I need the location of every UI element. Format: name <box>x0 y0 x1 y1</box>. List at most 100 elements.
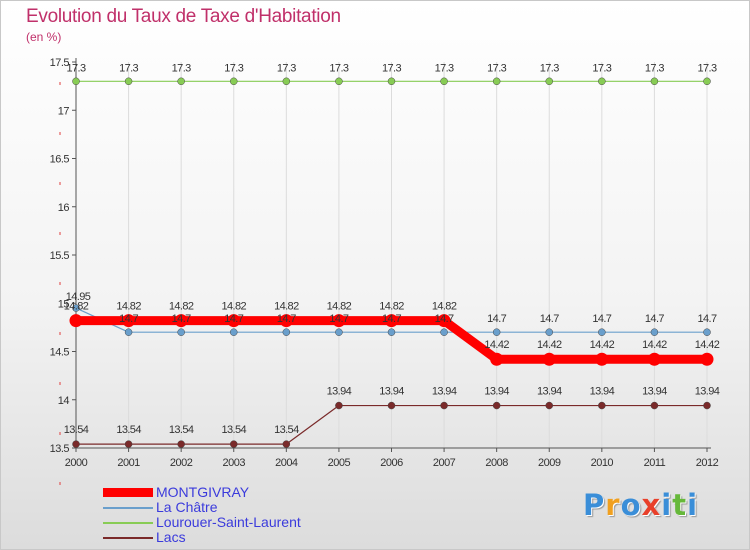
data-label: 13.54 <box>274 424 299 436</box>
data-label: 14.7 <box>487 313 506 325</box>
data-point <box>282 77 291 86</box>
data-label: 14.82 <box>221 301 246 313</box>
data-label: 17.3 <box>66 62 85 74</box>
x-tick-label: 2005 <box>328 457 351 469</box>
data-point <box>124 328 133 336</box>
logo-letter: P <box>583 488 606 522</box>
y-tick-label: 13.5 <box>50 443 70 455</box>
data-point <box>387 401 396 410</box>
legend-swatch <box>103 507 153 509</box>
proxiti-logo: Proxiti <box>583 488 698 522</box>
data-label: 14.7 <box>172 313 191 325</box>
data-label: 13.94 <box>695 386 720 398</box>
data-point <box>595 352 609 366</box>
logo-letter: r <box>605 488 621 522</box>
data-label: 14.42 <box>590 339 615 351</box>
data-point <box>598 328 606 336</box>
x-tick-label: 2008 <box>485 457 508 469</box>
data-label: 14.7 <box>329 313 348 325</box>
x-tick-label: 2003 <box>223 457 246 469</box>
data-point <box>440 77 448 86</box>
data-point <box>545 77 553 86</box>
data-label: 14.82 <box>274 301 299 313</box>
data-point <box>437 314 451 328</box>
data-point <box>650 328 659 336</box>
legend-label: Lourouer-Saint-Laurent <box>156 514 301 530</box>
data-label: 14.42 <box>537 339 562 351</box>
data-point <box>650 77 659 86</box>
data-point <box>492 77 501 86</box>
data-point <box>440 401 448 410</box>
data-point <box>335 77 343 86</box>
data-label: 13.94 <box>484 386 509 398</box>
x-tick-label: 2007 <box>433 457 456 469</box>
data-point <box>177 440 185 448</box>
data-label: 13.54 <box>169 424 194 436</box>
data-point <box>703 328 711 336</box>
data-label: 17.3 <box>645 62 664 74</box>
y-tick-label: 14 <box>58 395 70 407</box>
data-point <box>650 401 659 410</box>
data-point <box>492 401 501 410</box>
data-label: 13.94 <box>537 386 562 398</box>
data-point <box>703 401 711 410</box>
axis-layer: 13.5 14 14.5 15 15.5 16 16.5 17 17.5 2000 2001 2002… <box>50 57 719 485</box>
logo-letter: x <box>641 488 662 522</box>
logo-letter: o <box>620 488 642 522</box>
data-label: 14.7 <box>697 313 716 325</box>
grid-layer <box>128 62 708 448</box>
data-point <box>598 77 606 86</box>
data-point <box>230 77 238 86</box>
data-label: 17.3 <box>487 62 506 74</box>
data-point <box>282 328 291 336</box>
legend-swatch <box>103 537 153 539</box>
data-label: 14.82 <box>327 301 352 313</box>
data-label: 14.95 <box>66 291 91 303</box>
data-label: 14.7 <box>277 313 296 325</box>
data-label: 14.82 <box>379 301 404 313</box>
data-point <box>335 328 343 336</box>
legend-swatch <box>103 522 153 524</box>
x-tick-label: 2012 <box>696 457 719 469</box>
data-point <box>598 401 606 410</box>
data-point <box>230 328 238 336</box>
data-point <box>542 352 556 366</box>
data-point <box>72 77 80 86</box>
logo-letter: i <box>687 488 699 522</box>
x-tick-label: 2006 <box>380 457 403 469</box>
data-label: 14.82 <box>116 301 141 313</box>
data-label: 14.7 <box>435 313 454 325</box>
x-tick-label: 2001 <box>117 457 140 469</box>
data-point <box>124 77 133 86</box>
x-tick-label: 2000 <box>65 457 88 469</box>
data-label: 14.7 <box>119 313 138 325</box>
data-label: 14.7 <box>540 313 559 325</box>
x-tick-label: 2010 <box>591 457 614 469</box>
legend-swatch <box>103 488 153 497</box>
data-point <box>490 352 504 366</box>
data-point <box>492 328 501 336</box>
data-point <box>332 314 346 328</box>
data-label: 14.7 <box>382 313 401 325</box>
y-tick-label: 17 <box>58 105 70 117</box>
legend-label: Lacs <box>156 529 186 545</box>
data-label: 14.42 <box>484 339 509 351</box>
y-tick-label: 15 <box>58 298 70 310</box>
data-point <box>72 440 80 448</box>
data-point <box>72 304 80 312</box>
y-tick-label: 17.5 <box>50 57 70 69</box>
data-label: 17.3 <box>592 62 611 74</box>
logo-letter: t <box>672 488 688 522</box>
data-point <box>387 328 396 336</box>
data-label: 13.54 <box>221 424 246 436</box>
data-label: 17.3 <box>540 62 559 74</box>
data-label: 14.7 <box>592 313 611 325</box>
data-label: 14.42 <box>695 339 720 351</box>
data-point <box>227 314 241 328</box>
data-point <box>700 352 714 366</box>
data-point <box>122 314 136 328</box>
data-point <box>282 440 291 448</box>
data-point <box>703 77 711 86</box>
